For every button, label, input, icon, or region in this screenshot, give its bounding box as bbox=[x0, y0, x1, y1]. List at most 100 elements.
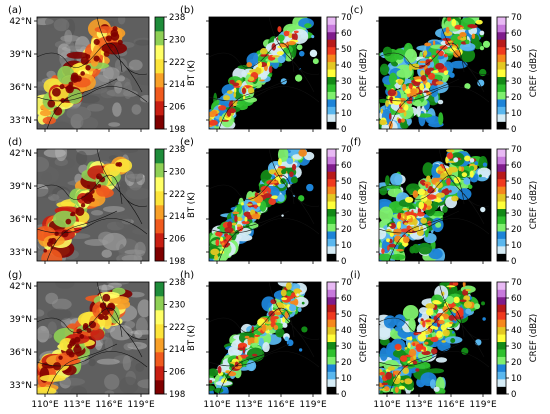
colorbar-segment bbox=[327, 231, 336, 239]
lon-tick-label: 119°E bbox=[469, 400, 497, 410]
colorbar-tick-label: 230 bbox=[169, 300, 185, 310]
colorbar-tick-label: 50 bbox=[341, 310, 352, 320]
panel-frame bbox=[378, 281, 492, 395]
colorbar-segment bbox=[155, 59, 164, 74]
panel-label: (a) bbox=[8, 5, 22, 16]
colorbar-tick-label: 230 bbox=[169, 167, 185, 177]
colorbar-segment bbox=[497, 349, 506, 357]
colorbar-segment bbox=[497, 223, 506, 232]
lat-tick-label: 42°N bbox=[9, 17, 32, 27]
colorbar-tick-label: 20 bbox=[511, 358, 522, 368]
colorbar-tick-label: 60 bbox=[511, 161, 522, 171]
colorbar-tick-label: 10 bbox=[341, 374, 352, 384]
lat-tick-label: 39°N bbox=[9, 182, 32, 192]
colorbar-tick-label: 40 bbox=[341, 326, 352, 336]
colorbar-label: CREF (dBZ) bbox=[359, 181, 369, 230]
colorbar-label: BT (K) bbox=[187, 60, 197, 86]
lat-tick-label: 42°N bbox=[9, 282, 32, 292]
cref-colorbar: 70 60 50 40 30 20 10 0 CREF (dBZ) bbox=[326, 278, 369, 400]
colorbar-segment bbox=[155, 177, 164, 192]
colorbar-segment bbox=[497, 163, 506, 172]
lon-tick-label: 119°E bbox=[299, 400, 327, 410]
colorbar-tick-label: 222 bbox=[169, 190, 185, 200]
lat-tick-label: 39°N bbox=[9, 50, 32, 60]
colorbar-segment bbox=[497, 91, 506, 100]
lat-tick-label: 33°N bbox=[9, 116, 32, 126]
colorbar-segment bbox=[497, 17, 506, 25]
colorbar-tick-label: 214 bbox=[169, 212, 185, 222]
colorbar-segment bbox=[155, 338, 164, 353]
colorbar-tick-label: 198 bbox=[169, 390, 185, 400]
lat-tick-label: 39°N bbox=[9, 315, 32, 325]
colorbar-segment bbox=[497, 216, 506, 224]
colorbar-segment bbox=[155, 296, 164, 311]
colorbar-tick-label: 70 bbox=[511, 278, 522, 288]
lon-tick-label: 113°E bbox=[63, 400, 91, 410]
cref-colorbar: 70 60 50 40 30 20 10 0 CREF (dBZ) bbox=[496, 13, 539, 135]
colorbar-tick-label: 30 bbox=[511, 77, 522, 87]
colorbar-segment bbox=[327, 216, 336, 224]
colorbar-segment bbox=[497, 61, 506, 70]
panel-frame bbox=[36, 281, 150, 395]
colorbar-segment bbox=[155, 219, 164, 234]
colorbar-segment bbox=[155, 352, 164, 367]
bt-colorbar: 238 230 222 214 206 198 BT (K) bbox=[154, 278, 197, 400]
colorbar-segment bbox=[497, 193, 506, 202]
lat-tick-label: 33°N bbox=[9, 381, 32, 391]
panel-label: (e) bbox=[180, 137, 194, 148]
colorbar-segment bbox=[497, 39, 506, 48]
colorbar-segment bbox=[327, 39, 336, 48]
colorbar-tick-label: 40 bbox=[511, 61, 522, 71]
colorbar-segment bbox=[497, 253, 506, 262]
panel-frame bbox=[378, 148, 492, 262]
lat-tick-label: 33°N bbox=[9, 248, 32, 258]
colorbar-segment bbox=[155, 366, 164, 381]
panel-frame bbox=[36, 16, 150, 130]
colorbar-tick-label: 0 bbox=[511, 257, 516, 267]
lat-tick-label: 42°N bbox=[9, 149, 32, 159]
lat-tick-label: 36°N bbox=[9, 348, 32, 358]
colorbar-segment bbox=[327, 364, 336, 372]
colorbar-segment bbox=[497, 326, 506, 335]
colorbar-segment bbox=[497, 282, 506, 290]
panel-h: (h) 110°E 113°E 116°E 119°E bbox=[180, 270, 327, 410]
lon-tick-label: 110°E bbox=[31, 400, 59, 410]
colorbar-tick-label: 0 bbox=[511, 125, 516, 135]
colorbar-segment bbox=[327, 349, 336, 357]
colorbar-segment bbox=[497, 186, 506, 195]
colorbar-segment bbox=[155, 380, 164, 395]
colorbar-tick-label: 30 bbox=[511, 209, 522, 219]
colorbar-segment bbox=[327, 319, 336, 328]
panel-label: (h) bbox=[180, 270, 194, 281]
panel-i: (i) 110°E 113°E 116°E 119°E bbox=[350, 270, 497, 410]
lon-tick-label: 110°E bbox=[203, 400, 231, 410]
colorbar-label: CREF (dBZ) bbox=[529, 314, 539, 363]
colorbar-segment bbox=[327, 17, 336, 25]
colorbar-segment bbox=[327, 99, 336, 107]
colorbar-tick-label: 10 bbox=[511, 374, 522, 384]
colorbar-tick-label: 10 bbox=[341, 241, 352, 251]
colorbar-segment bbox=[497, 54, 506, 63]
colorbar-segment bbox=[327, 46, 336, 55]
lon-tick-label: 113°E bbox=[405, 400, 433, 410]
lon-tick-label: 116°E bbox=[437, 400, 465, 410]
heatmap-field bbox=[209, 149, 321, 261]
panel-label: (g) bbox=[8, 270, 22, 281]
colorbar-tick-label: 30 bbox=[341, 77, 352, 87]
colorbar-tick-label: 206 bbox=[169, 103, 185, 113]
colorbar-tick-label: 238 bbox=[169, 13, 185, 23]
colorbar-segment bbox=[497, 364, 506, 372]
colorbar-tick-label: 238 bbox=[169, 278, 185, 288]
colorbar-segment bbox=[327, 356, 336, 365]
colorbar-segment bbox=[327, 106, 336, 115]
lat-tick-label: 36°N bbox=[9, 215, 32, 225]
colorbar-segment bbox=[327, 311, 336, 320]
colorbar-tick-label: 40 bbox=[511, 193, 522, 203]
colorbar-tick-label: 30 bbox=[341, 342, 352, 352]
colorbar-segment bbox=[327, 238, 336, 247]
colorbar-tick-label: 60 bbox=[341, 29, 352, 39]
colorbar-tick-label: 0 bbox=[341, 390, 346, 400]
colorbar-segment bbox=[497, 238, 506, 247]
colorbar-tick-label: 222 bbox=[169, 58, 185, 68]
lat-tick-label: 36°N bbox=[9, 83, 32, 93]
